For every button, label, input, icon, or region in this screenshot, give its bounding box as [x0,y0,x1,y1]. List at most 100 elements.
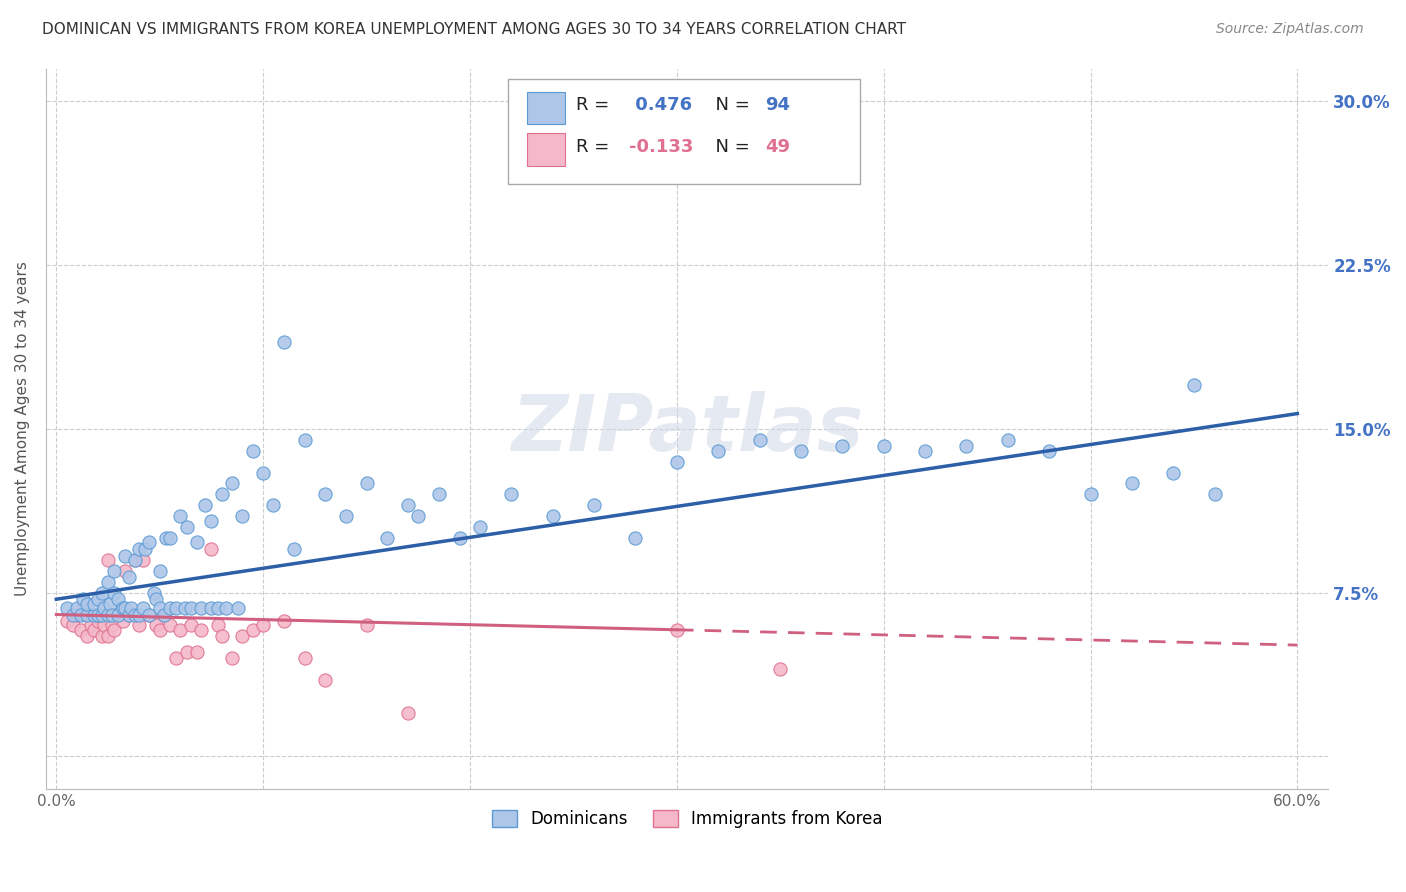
Point [314,673,336,687]
Point [70,607,93,622]
Point [118,607,141,622]
Point [159,601,181,615]
Point [242,623,264,637]
Point [1204,487,1226,501]
Point [194,498,217,512]
Point [665,455,688,469]
Point [159,531,181,545]
Point [114,601,136,615]
Point [427,487,450,501]
Point [624,531,647,545]
Point [97,629,120,643]
Point [221,476,243,491]
Point [211,487,233,501]
Y-axis label: Unemployment Among Ages 30 to 34 years: Unemployment Among Ages 30 to 34 years [15,261,30,597]
Point [90,629,112,643]
Point [72,592,94,607]
Point [207,601,229,615]
Point [149,564,172,578]
Point [118,570,141,584]
Point [103,564,125,578]
Point [97,574,120,589]
Point [118,607,141,622]
Point [153,607,176,622]
Point [165,601,187,615]
Point [707,443,730,458]
Point [111,614,134,628]
Point [165,651,187,665]
Point [114,549,136,563]
Text: R =: R = [575,96,614,114]
Point [335,509,357,524]
Point [252,466,274,480]
Point [231,509,253,524]
Point [72,601,94,615]
Point [215,601,238,615]
Point [200,541,222,556]
Point [190,601,212,615]
Point [138,535,160,549]
Point [124,553,146,567]
Point [449,531,471,545]
Point [66,601,89,615]
Point [356,476,378,491]
Point [120,601,142,615]
Point [93,618,115,632]
Point [273,334,295,349]
Point [231,629,253,643]
Point [173,601,195,615]
Point [1121,476,1143,491]
Point [83,623,105,637]
Point [55,601,77,615]
Point [107,592,129,607]
Point [221,651,243,665]
Point [294,651,316,665]
Point [396,498,419,512]
Point [955,439,977,453]
Text: -0.133: -0.133 [630,138,693,156]
Point [273,614,295,628]
Point [211,629,233,643]
Point [103,623,125,637]
Point [396,706,419,720]
Point [97,553,120,567]
Point [114,564,136,578]
Point [1080,487,1102,501]
Point [86,614,108,628]
Point [1161,466,1184,480]
FancyBboxPatch shape [527,92,565,124]
Text: R =: R = [575,138,614,156]
Point [541,509,564,524]
Point [142,585,165,599]
Point [93,601,115,615]
Point [70,623,93,637]
Point [149,623,172,637]
Point [76,607,98,622]
Point [86,592,108,607]
Point [138,607,160,622]
Point [138,607,160,622]
FancyBboxPatch shape [508,79,860,184]
Text: ZIPatlas: ZIPatlas [510,391,863,467]
Point [86,607,108,622]
Point [128,607,150,622]
Point [207,618,229,632]
Point [62,607,84,622]
Text: 94: 94 [765,96,790,114]
Point [180,618,202,632]
Text: 0.476: 0.476 [630,96,693,114]
Point [132,553,155,567]
Point [186,645,208,659]
Point [176,520,198,534]
FancyBboxPatch shape [527,134,565,166]
Point [132,601,155,615]
Point [83,597,105,611]
Point [90,585,112,599]
Point [831,439,853,453]
Point [748,433,770,447]
Point [1038,443,1060,458]
Point [200,514,222,528]
Point [98,597,121,611]
Point [583,498,606,512]
Point [145,618,167,632]
